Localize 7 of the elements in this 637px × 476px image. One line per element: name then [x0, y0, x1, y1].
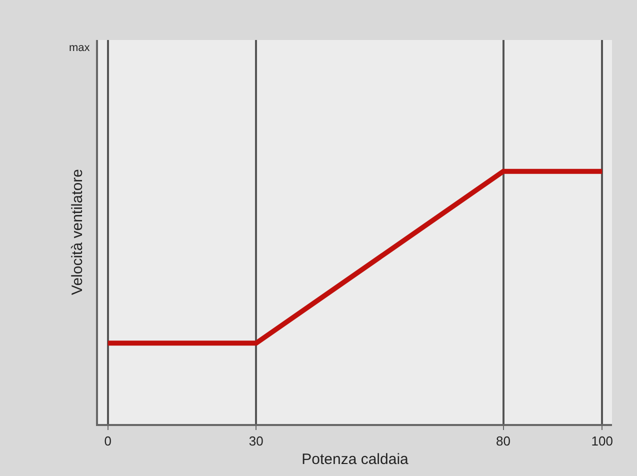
x-tick-label: 30 [248, 434, 264, 449]
x-tick-label: 0 [104, 434, 112, 449]
x-tick-label: 80 [496, 434, 511, 449]
y-axis-title: Velocità ventilatore [68, 169, 86, 295]
x-tick-label: 100 [591, 434, 613, 449]
text: max [69, 42, 90, 54]
x-axis-title: Potenza caldaia [302, 451, 410, 468]
